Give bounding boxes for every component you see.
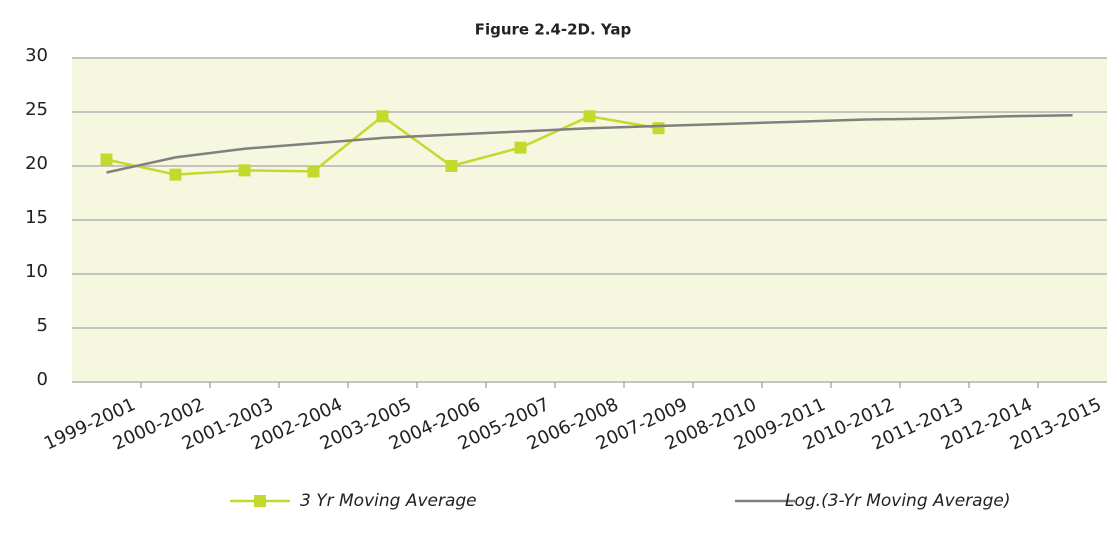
y-tick-label: 0 (37, 369, 48, 390)
marker (514, 141, 527, 154)
marker (100, 153, 113, 166)
y-tick-label: 30 (25, 45, 48, 66)
chart-title: Figure 2.4-2D. Yap (475, 21, 632, 39)
marker (238, 164, 251, 177)
y-tick-label: 10 (25, 261, 48, 282)
marker (376, 110, 389, 123)
marker (445, 160, 458, 172)
marker (169, 168, 182, 181)
y-tick-label: 25 (25, 99, 48, 120)
y-tick-label: 20 (25, 153, 48, 174)
marker (307, 165, 320, 178)
y-tick-label: 5 (37, 315, 48, 336)
legend-marker (254, 495, 266, 507)
marker (583, 110, 596, 123)
legend-label: Log.(3-Yr Moving Average) (785, 491, 1010, 511)
legend-label: 3 Yr Moving Average (300, 491, 477, 511)
marker (652, 122, 665, 135)
y-tick-label: 15 (25, 207, 48, 228)
series-line (106, 113, 1073, 174)
